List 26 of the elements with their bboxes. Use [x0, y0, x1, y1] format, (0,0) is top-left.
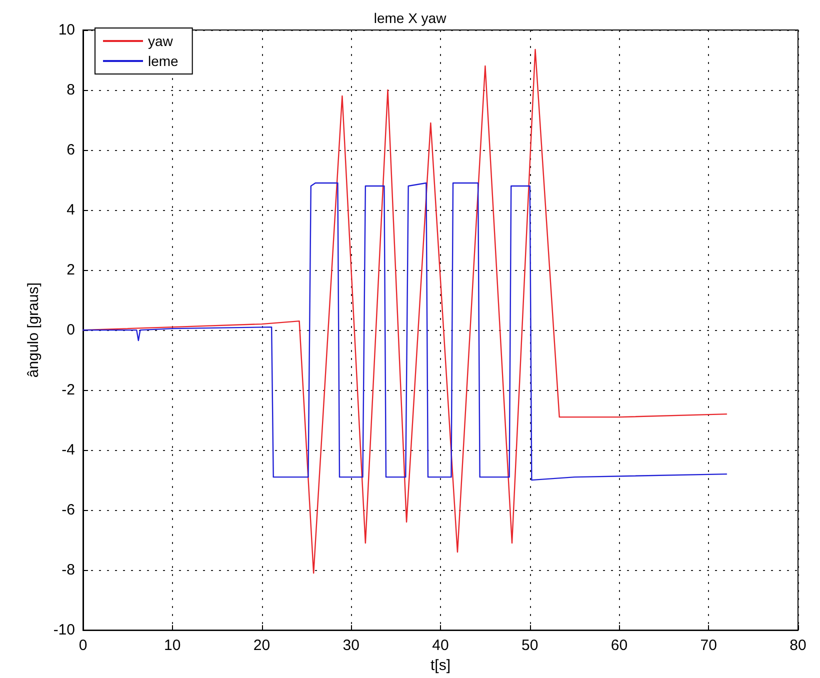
y-tick-label: -2: [62, 382, 75, 399]
y-tick-label: -6: [62, 502, 75, 519]
y-tick-label: 4: [66, 202, 75, 219]
x-tick-label: 60: [610, 637, 628, 654]
y-tick-label: 10: [58, 22, 75, 38]
x-tick-label: 30: [342, 637, 360, 654]
x-tick-label: 80: [790, 637, 806, 654]
x-tick-label: 70: [700, 637, 717, 654]
x-tick-label: 10: [164, 637, 181, 654]
x-axis-title: t[s]: [430, 657, 451, 674]
y-tick-label: -10: [53, 622, 75, 639]
x-tick-label: 0: [78, 637, 88, 654]
y-tick-label: 0: [66, 322, 75, 339]
legend-label: leme: [148, 53, 179, 69]
chart-title: leme X yaw: [374, 10, 448, 26]
x-tick-label: 50: [522, 637, 538, 654]
y-tick-label: 6: [66, 142, 75, 159]
line-series: [82, 182, 728, 481]
y-tick-label: 8: [66, 82, 75, 99]
y-tick-label: -8: [62, 562, 75, 579]
x-tick-label: 20: [253, 637, 270, 654]
y-tick-label: 2: [66, 262, 75, 279]
y-tick-label: -4: [62, 442, 75, 459]
y-axis-title: ângulo [graus]: [25, 282, 42, 378]
x-tick-label: 40: [432, 637, 449, 654]
legend-label: yaw: [148, 33, 174, 49]
